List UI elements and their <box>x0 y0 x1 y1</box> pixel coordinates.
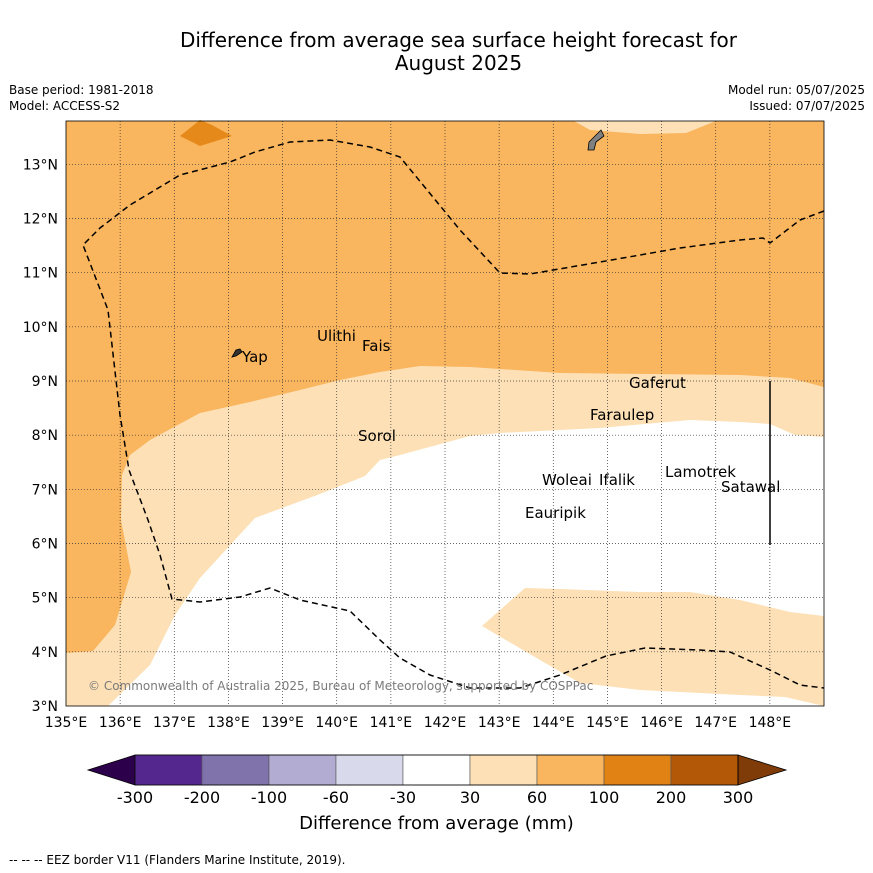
colorbar <box>86 754 788 786</box>
lat-tick-labels: 3°N 4°N 5°N 6°N 7°N 8°N 9°N 10°N 11°N 12°N 13°N <box>23 157 58 715</box>
place-label-eauripik: Eauripik <box>525 504 586 522</box>
eez-border <box>82 139 825 689</box>
place-label-gaferut: Gaferut <box>629 374 686 392</box>
place-label-satawal: Satawal <box>721 478 780 496</box>
lon-tick-label: 146°E <box>640 715 683 731</box>
colorbar-segment <box>603 754 672 786</box>
colorbar-tick-label: -200 <box>183 788 221 807</box>
band-60-100 <box>66 121 824 653</box>
colorbar-tick-label: 60 <box>526 788 548 807</box>
colorbar-tick-label: 200 <box>655 788 687 807</box>
base-period-text: Base period: 1981-2018 <box>9 83 154 97</box>
place-label-sorol: Sorol <box>358 427 396 445</box>
lat-tick-label: 3°N <box>32 699 58 715</box>
colorbar-segment <box>335 754 404 786</box>
place-labels: Yap Ulithi Fais Sorol Gaferut Faraulep W… <box>241 327 780 522</box>
lat-tick-label: 4°N <box>32 645 58 661</box>
issued-text: Issued: 07/07/2025 <box>749 99 865 113</box>
lat-tick-label: 5°N <box>32 591 58 607</box>
lat-tick-label: 12°N <box>23 212 58 228</box>
place-label-faraulep: Faraulep <box>590 406 654 424</box>
map-grid <box>66 121 824 706</box>
lon-tick-label: 148°E <box>749 715 792 731</box>
meta-left: Base period: 1981-2018 Model: ACCESS-S2 <box>9 82 154 114</box>
colorbar-segment <box>536 754 605 786</box>
colorbar-segment <box>268 754 337 786</box>
lat-tick-label: 8°N <box>32 428 58 444</box>
map-frame <box>65 120 825 707</box>
band-100-200 <box>180 120 232 146</box>
lon-tick-label: 136°E <box>99 715 142 731</box>
copyright-text: © Commonwealth of Australia 2025, Bureau… <box>88 679 593 693</box>
lon-tick-label: 145°E <box>586 715 629 731</box>
lat-tick-label: 7°N <box>32 482 58 498</box>
colorbar-tick-label: -300 <box>116 788 154 807</box>
eez-footnote: -- -- -- EEZ border V11 (Flanders Marine… <box>9 853 346 867</box>
colorbar-tick-label: 30 <box>459 788 481 807</box>
lat-tick-label: 13°N <box>23 157 58 173</box>
colorbar-segment <box>469 754 538 786</box>
lon-tick-labels: 135°E 136°E 137°E 138°E 139°E 140°E 141°E 142°E… <box>45 715 791 731</box>
colorbar-segment <box>402 754 471 786</box>
lon-tick-label: 138°E <box>207 715 250 731</box>
yap-land <box>231 348 243 358</box>
lat-tick-label: 6°N <box>32 537 58 553</box>
lon-tick-label: 137°E <box>153 715 196 731</box>
lon-tick-label: 135°E <box>45 715 88 731</box>
lon-tick-label: 141°E <box>370 715 413 731</box>
colorbar-title: Difference from average (mm) <box>299 813 574 834</box>
model-run-text: Model run: 05/07/2025 <box>727 83 865 97</box>
chart-title-line1: Difference from average sea surface heig… <box>179 28 738 52</box>
meta-right: Model run: 05/07/2025 Issued: 07/07/2025 <box>728 82 865 114</box>
chart-title-line2: August 2025 <box>394 51 523 75</box>
colorbar-tick-label: -60 <box>322 788 350 807</box>
colorbar-over-arrow <box>737 754 788 786</box>
colorbar-tick-label: -30 <box>389 788 417 807</box>
lat-tick-label: 10°N <box>23 320 58 336</box>
colorbar-segment <box>670 754 739 786</box>
lon-tick-label: 142°E <box>424 715 467 731</box>
place-label-ulithi: Ulithi <box>317 327 356 345</box>
colorbar-tick-label: -100 <box>250 788 288 807</box>
lon-tick-label: 139°E <box>261 715 304 731</box>
place-label-yap: Yap <box>241 348 268 366</box>
place-label-fais: Fais <box>362 337 391 355</box>
place-label-woleai: Woleai <box>542 471 592 489</box>
colorbar-frame <box>134 754 739 786</box>
lon-tick-label: 143°E <box>478 715 521 731</box>
colorbar-tick-label: 100 <box>588 788 620 807</box>
colorbar-segment <box>134 754 203 786</box>
lat-tick-label: 11°N <box>23 266 58 282</box>
colorbar-under-arrow <box>86 754 136 786</box>
lon-tick-label: 140°E <box>315 715 358 731</box>
lon-tick-label: 144°E <box>532 715 575 731</box>
lon-tick-label: 147°E <box>694 715 737 731</box>
place-label-lamotrek: Lamotrek <box>665 463 736 481</box>
guam-land <box>587 129 605 151</box>
colorbar-tick-label: 300 <box>722 788 754 807</box>
model-text: Model: ACCESS-S2 <box>9 99 121 113</box>
lat-tick-label: 9°N <box>32 374 58 390</box>
place-label-ifalik: Ifalik <box>599 471 635 489</box>
colorbar-segment <box>201 754 270 786</box>
